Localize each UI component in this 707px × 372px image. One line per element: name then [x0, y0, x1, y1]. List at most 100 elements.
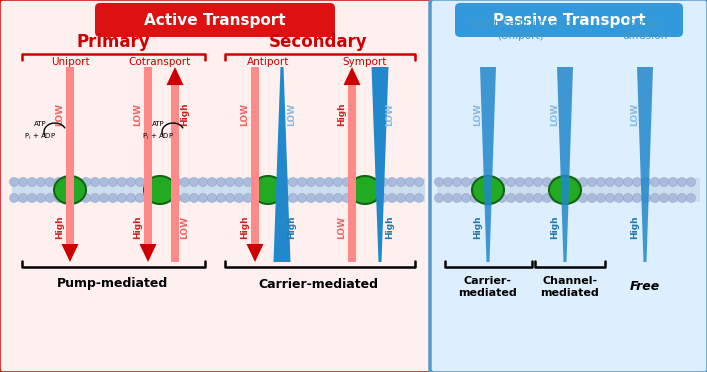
- Polygon shape: [557, 67, 573, 262]
- Bar: [171, 85, 179, 262]
- Circle shape: [414, 193, 423, 202]
- Circle shape: [686, 177, 696, 186]
- FancyBboxPatch shape: [95, 3, 335, 37]
- Circle shape: [660, 177, 669, 186]
- Circle shape: [216, 177, 226, 186]
- Text: Cotransport: Cotransport: [129, 57, 191, 67]
- Circle shape: [470, 193, 479, 202]
- Circle shape: [207, 193, 216, 202]
- Text: High: High: [180, 102, 189, 126]
- Circle shape: [378, 193, 387, 202]
- Text: High: High: [474, 215, 482, 239]
- Circle shape: [226, 177, 235, 186]
- Bar: [348, 85, 356, 262]
- Circle shape: [414, 177, 423, 186]
- Circle shape: [462, 193, 470, 202]
- Circle shape: [235, 193, 243, 202]
- Text: High: High: [551, 215, 559, 239]
- Circle shape: [588, 177, 597, 186]
- Circle shape: [153, 193, 163, 202]
- Circle shape: [307, 177, 315, 186]
- Text: LOW: LOW: [180, 215, 189, 238]
- Circle shape: [163, 193, 172, 202]
- Circle shape: [117, 193, 127, 202]
- Circle shape: [298, 177, 307, 186]
- Circle shape: [561, 177, 570, 186]
- Circle shape: [153, 177, 163, 186]
- Polygon shape: [480, 67, 496, 262]
- Circle shape: [677, 177, 686, 186]
- Circle shape: [525, 177, 534, 186]
- Text: P$_i$ + ADP: P$_i$ + ADP: [142, 132, 174, 142]
- Text: Carrier-
mediated: Carrier- mediated: [459, 276, 518, 298]
- Circle shape: [189, 177, 199, 186]
- Text: Pump-mediated: Pump-mediated: [57, 278, 169, 291]
- Circle shape: [117, 177, 127, 186]
- Polygon shape: [167, 67, 184, 85]
- Circle shape: [136, 193, 144, 202]
- Text: LOW: LOW: [551, 103, 559, 125]
- Circle shape: [515, 177, 525, 186]
- Polygon shape: [637, 67, 653, 262]
- Circle shape: [633, 193, 641, 202]
- Circle shape: [81, 177, 90, 186]
- Circle shape: [498, 177, 506, 186]
- Text: Secondary: Secondary: [269, 33, 368, 51]
- Circle shape: [100, 193, 108, 202]
- Circle shape: [279, 193, 288, 202]
- Circle shape: [307, 193, 315, 202]
- Circle shape: [498, 193, 506, 202]
- Polygon shape: [371, 67, 389, 262]
- Text: Free: Free: [630, 280, 660, 294]
- Circle shape: [534, 177, 542, 186]
- Circle shape: [288, 193, 298, 202]
- Circle shape: [18, 193, 28, 202]
- Text: Facilitated Diffusion
(Uniport): Facilitated Diffusion (Uniport): [468, 19, 572, 41]
- Text: Uniport: Uniport: [51, 57, 89, 67]
- Circle shape: [342, 177, 351, 186]
- Circle shape: [462, 177, 470, 186]
- Text: High: High: [134, 215, 143, 239]
- Circle shape: [54, 177, 64, 186]
- Circle shape: [351, 193, 361, 202]
- Circle shape: [73, 177, 81, 186]
- Circle shape: [298, 193, 307, 202]
- Circle shape: [351, 177, 361, 186]
- Text: LOW: LOW: [134, 103, 143, 125]
- Circle shape: [64, 193, 73, 202]
- Circle shape: [127, 193, 136, 202]
- Circle shape: [288, 177, 298, 186]
- Circle shape: [262, 177, 271, 186]
- FancyBboxPatch shape: [455, 3, 683, 37]
- Circle shape: [406, 177, 414, 186]
- Circle shape: [216, 193, 226, 202]
- Circle shape: [614, 177, 624, 186]
- Text: High: High: [385, 215, 395, 239]
- Circle shape: [180, 193, 189, 202]
- Circle shape: [660, 193, 669, 202]
- Circle shape: [18, 177, 28, 186]
- Circle shape: [506, 177, 515, 186]
- Polygon shape: [344, 67, 361, 85]
- Circle shape: [470, 177, 479, 186]
- Circle shape: [452, 177, 462, 186]
- Circle shape: [144, 177, 153, 186]
- Ellipse shape: [252, 176, 284, 204]
- Circle shape: [506, 193, 515, 202]
- Circle shape: [271, 193, 279, 202]
- Circle shape: [108, 193, 117, 202]
- Bar: [437, 178, 700, 202]
- Text: LOW: LOW: [56, 103, 64, 125]
- Text: High: High: [337, 102, 346, 126]
- Circle shape: [578, 193, 588, 202]
- Circle shape: [669, 193, 677, 202]
- Circle shape: [452, 193, 462, 202]
- Text: Primary: Primary: [76, 33, 150, 51]
- Circle shape: [252, 193, 262, 202]
- Text: Active Transport: Active Transport: [144, 13, 286, 28]
- Circle shape: [45, 193, 54, 202]
- Circle shape: [542, 193, 551, 202]
- Circle shape: [570, 193, 578, 202]
- Text: LOW: LOW: [474, 103, 482, 125]
- Circle shape: [136, 177, 144, 186]
